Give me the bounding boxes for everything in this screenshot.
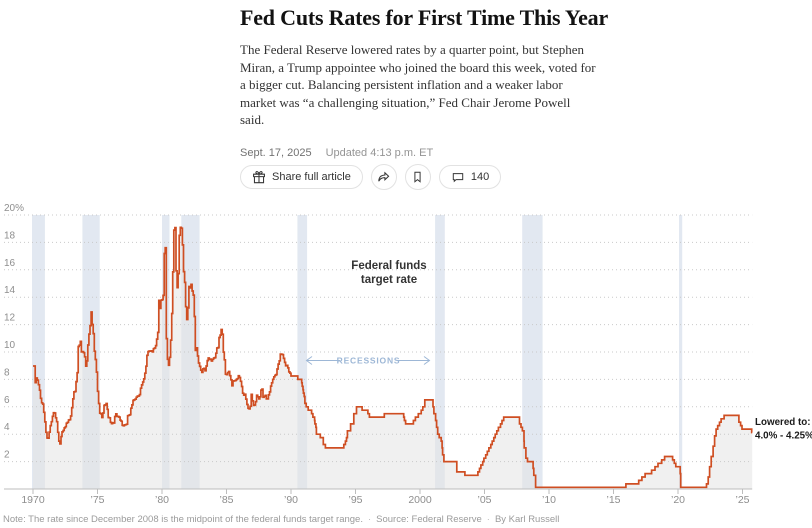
gift-icon bbox=[252, 170, 266, 184]
recessions-label: RECESSIONS bbox=[337, 356, 401, 366]
y-tick-label: 14 bbox=[4, 285, 16, 296]
rate-line bbox=[33, 226, 753, 489]
chart-title: target rate bbox=[361, 274, 417, 286]
publish-date: Sept. 17, 2025 bbox=[240, 147, 312, 159]
comments-button[interactable]: 140 bbox=[438, 165, 502, 189]
lowered-annotation: 4.0% - 4.25% bbox=[755, 431, 812, 442]
x-tick-label: ’95 bbox=[348, 494, 362, 506]
x-tick-label: ’05 bbox=[477, 494, 491, 506]
save-button[interactable] bbox=[404, 164, 431, 190]
lowered-annotation: Lowered to: bbox=[755, 417, 811, 428]
chart-footnote: Note: The rate since December 2008 is th… bbox=[3, 514, 559, 525]
x-tick-label: 1970 bbox=[21, 494, 45, 506]
chart-title: Federal funds bbox=[351, 260, 426, 272]
y-tick-label: 18 bbox=[4, 230, 16, 241]
chart-source: Source: Federal Reserve bbox=[376, 514, 482, 525]
footnote-separator: · bbox=[367, 514, 372, 525]
x-tick-label: ’80 bbox=[155, 494, 169, 506]
dateline: Sept. 17, 2025 Updated 4:13 p.m. ET bbox=[240, 147, 433, 159]
y-tick-label: 8 bbox=[4, 367, 10, 378]
x-tick-label: ’20 bbox=[671, 494, 685, 506]
updated-time: Updated 4:13 p.m. ET bbox=[325, 147, 434, 159]
y-tick-label: 12 bbox=[4, 313, 16, 324]
y-tick-label: 4 bbox=[4, 422, 10, 433]
x-tick-label: ’85 bbox=[219, 494, 233, 506]
share-arrow-icon bbox=[376, 170, 391, 184]
recession-band bbox=[435, 215, 445, 489]
share-full-article-label: Share full article bbox=[272, 171, 351, 183]
y-tick-label: 20% bbox=[4, 203, 24, 214]
action-bar: Share full article 140 bbox=[240, 164, 502, 190]
comment-icon bbox=[451, 171, 465, 184]
share-full-article-button[interactable]: Share full article bbox=[240, 165, 363, 189]
footnote-separator: · bbox=[486, 514, 490, 525]
x-tick-label: ’15 bbox=[606, 494, 620, 506]
comment-count: 140 bbox=[470, 171, 490, 183]
share-button[interactable] bbox=[370, 164, 397, 190]
y-tick-label: 16 bbox=[4, 258, 16, 269]
y-tick-label: 6 bbox=[4, 395, 10, 406]
recession-band bbox=[297, 215, 308, 489]
x-tick-label: ’10 bbox=[542, 494, 556, 506]
x-tick-label: ’90 bbox=[284, 494, 298, 506]
fed-funds-chart: 2 4 6 8 10 12 14 16 18 20% 1970 ’75 ’80 ’85 ’90 ’95 2000… bbox=[4, 203, 812, 506]
y-tick-label: 10 bbox=[4, 340, 16, 351]
y-tick-label: 2 bbox=[4, 450, 10, 461]
recessions-arrowhead-left bbox=[305, 356, 313, 365]
x-tick-label: ’25 bbox=[735, 494, 749, 506]
x-tick-label: ’75 bbox=[90, 494, 104, 506]
recessions-arrowhead-right bbox=[423, 356, 431, 365]
chart-byline: By Karl Russell bbox=[494, 514, 560, 525]
x-tick-label: 2000 bbox=[408, 494, 432, 506]
rate-area bbox=[33, 227, 753, 490]
chart-note: Note: The rate since December 2008 is th… bbox=[3, 514, 363, 525]
chart-region: 2 4 6 8 10 12 14 16 18 20% 1970 ’75 ’80 ’85 ’90 ’95 2000… bbox=[0, 194, 812, 512]
bookmark-icon bbox=[411, 170, 424, 184]
article-headline: Fed Cuts Rates for First Time This Year bbox=[240, 5, 609, 30]
article-summary: The Federal Reserve lowered rates by a q… bbox=[240, 42, 596, 127]
article-header: Fed Cuts Rates for First Time This Year … bbox=[240, 4, 612, 129]
